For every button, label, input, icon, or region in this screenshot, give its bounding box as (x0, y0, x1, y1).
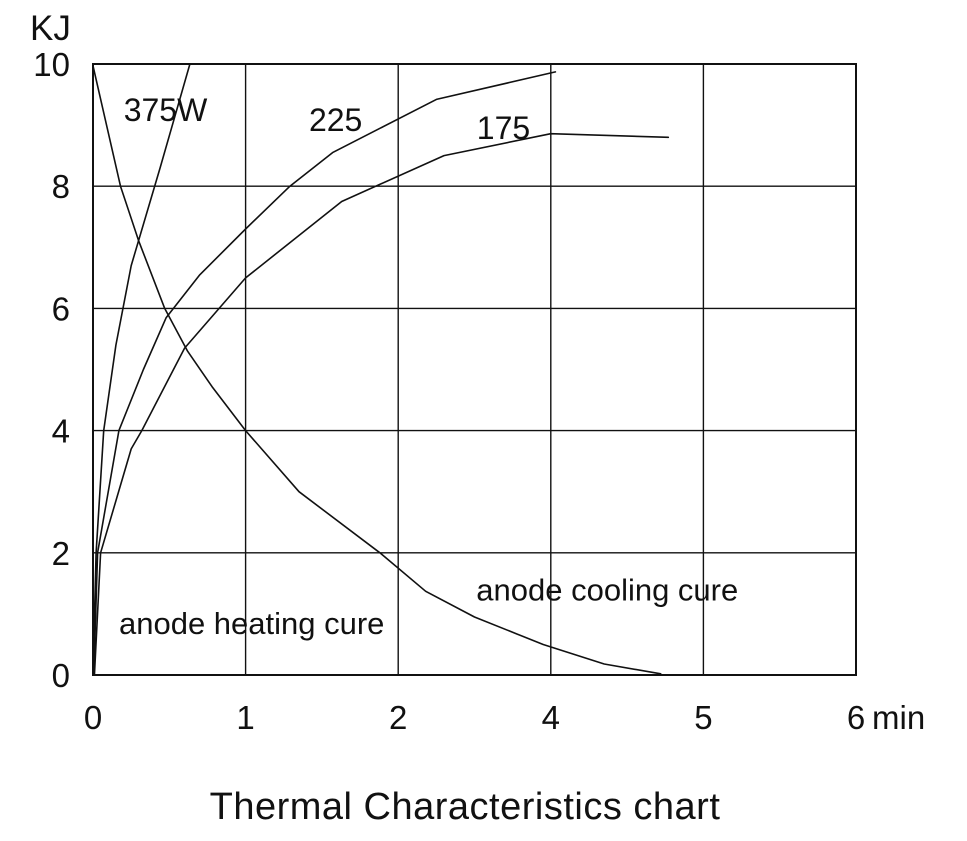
x-tick-label: 4 (542, 699, 560, 736)
y-tick-label: 6 (52, 290, 70, 327)
curve-label-375w: 375W (124, 92, 208, 128)
curve-heating-175 (93, 132, 670, 675)
x-tick-label: 0 (84, 699, 102, 736)
x-tick-label: 6 (847, 699, 865, 736)
annotation-anode-heating: anode heating cure (119, 606, 384, 641)
curve-label-175: 175 (477, 110, 530, 146)
curve-label-225: 225 (309, 102, 362, 138)
y-tick-label: 0 (52, 657, 70, 694)
y-tick-label: 4 (52, 413, 70, 450)
y-tick-label: 2 (52, 535, 70, 572)
chart-title: Thermal Characteristics chart (209, 786, 721, 828)
x-tick-label: 2 (389, 699, 407, 736)
x-axis-unit-label: min (872, 699, 925, 736)
curve-cooling (92, 65, 662, 675)
annotation-anode-cooling: anode cooling cure (476, 572, 738, 607)
x-tick-label: 5 (694, 699, 712, 736)
plot-border (92, 63, 857, 676)
x-tick-label: 1 (236, 699, 254, 736)
y-tick-label: 10 (33, 46, 70, 83)
curve-heating-225 (93, 71, 557, 675)
curve-heating-375 (92, 63, 191, 675)
y-axis-unit-label: KJ (30, 9, 71, 48)
y-tick-label: 8 (52, 168, 70, 205)
